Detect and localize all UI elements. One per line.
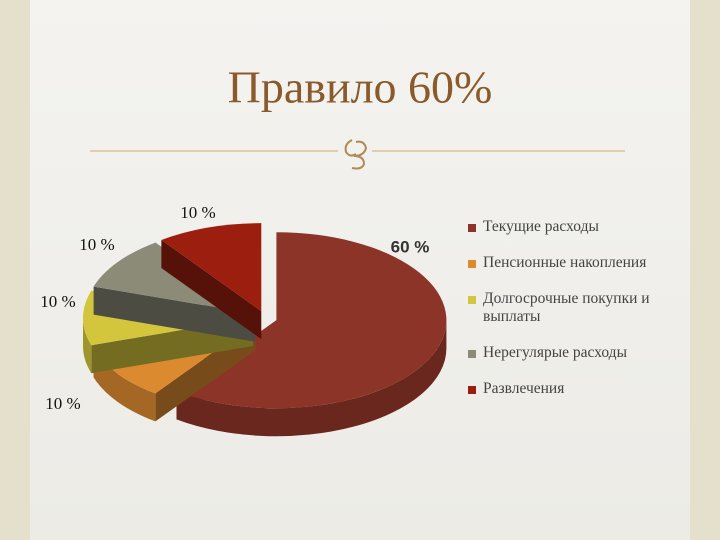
data-label: 10 % [40,292,75,311]
legend: Текущие расходы Пенсионные накопления Долг… [468,218,668,416]
slice-wall [161,239,262,340]
slice-top [176,232,447,409]
legend-label: Пенсионные накопления [483,254,647,271]
legend-swatch [468,224,476,232]
slice-wall [93,286,256,342]
pie [83,223,447,437]
legend-swatch [468,260,476,268]
legend-label: Развлечения [483,380,565,397]
data-label: 10 % [79,235,114,254]
legend-swatch [468,350,476,358]
legend-swatch [468,386,476,394]
ornament [344,139,368,170]
slice [161,223,262,340]
legend-label: Долгосрочные покупки и выплаты [483,290,650,325]
legend-label: Текущие расходы [483,218,599,235]
slice-side [83,318,92,374]
legend-item: Пенсионные накопления [468,254,668,272]
slice-side [176,320,447,437]
legend-item: Текущие расходы [468,218,668,236]
legend-item: Нерегулярые расходы [468,344,668,362]
data-label: 10 % [180,203,215,222]
legend-label: Нерегулярые расходы [483,344,627,361]
data-label: 10 % [45,394,80,413]
legend-item: Развлечения [468,380,668,398]
legend-item: Долгосрочные покупки и выплаты [468,290,668,326]
slice-top [161,223,262,312]
data-label: 60 % [391,237,430,256]
legend-swatch [468,296,476,304]
chart-title: Правило 60% [228,62,493,113]
